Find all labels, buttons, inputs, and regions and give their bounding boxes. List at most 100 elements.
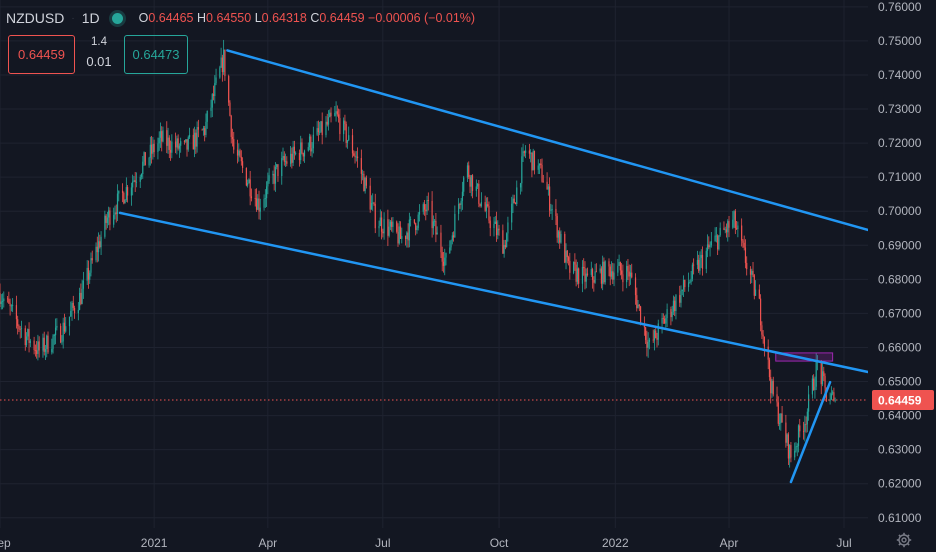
candle-body <box>767 346 769 360</box>
candle-body <box>276 164 278 167</box>
candle-body <box>389 221 392 227</box>
candle-body <box>797 425 800 447</box>
candle-body <box>410 219 412 221</box>
chart-grid <box>0 0 868 528</box>
candle-body <box>525 150 527 153</box>
sell-button[interactable]: 0.64459 <box>8 35 75 74</box>
candle-body <box>459 203 461 205</box>
candle-body <box>404 236 407 240</box>
candle-body <box>594 271 596 283</box>
candle-body <box>674 300 676 312</box>
candle-body <box>681 289 683 291</box>
candle-body <box>493 223 495 229</box>
candle-body <box>277 164 279 176</box>
price-tick-label: 0.69000 <box>878 238 922 252</box>
candle-body <box>206 110 208 122</box>
candle-body <box>627 266 629 272</box>
candle-body <box>18 325 20 329</box>
candle-body <box>700 254 702 258</box>
candle-body <box>130 187 133 196</box>
candle-body <box>679 295 681 303</box>
candle-body <box>749 269 752 275</box>
candle-body <box>201 129 203 131</box>
price-axis[interactable]: 0.61000 0.62000 0.63000 0.64000 0.65000 0.660… <box>868 0 936 552</box>
candle-body <box>460 200 462 205</box>
candle-body <box>215 77 217 84</box>
candle-body <box>714 235 716 242</box>
candle-body <box>255 198 258 210</box>
buy-button[interactable]: 0.64473 <box>124 35 188 74</box>
candle-body <box>115 212 117 215</box>
candle-body <box>470 175 472 187</box>
ohlc-values: O0.64465 H0.64550 L0.64318 C0.64459 −0.0… <box>138 11 476 25</box>
candle-body <box>575 264 577 282</box>
candle-body <box>480 202 482 206</box>
trendline[interactable] <box>118 211 870 374</box>
candle-body <box>125 187 127 200</box>
candle-body <box>569 260 571 273</box>
candle-body <box>1 301 4 302</box>
candle-body <box>691 264 693 279</box>
candle-body <box>148 157 150 166</box>
candle-body <box>762 334 764 337</box>
candle-body <box>416 227 418 231</box>
candle-body <box>786 434 788 443</box>
gear-icon[interactable] <box>896 532 912 548</box>
supply-zone[interactable] <box>775 352 834 362</box>
candle-body <box>205 121 207 135</box>
candle-body <box>346 140 349 143</box>
candle-body <box>399 226 402 239</box>
order-quantity[interactable]: 1.4 0.01 <box>82 33 116 71</box>
candle-body <box>87 267 90 280</box>
candle-body <box>96 246 98 253</box>
candle-body <box>670 309 672 318</box>
candle-body <box>574 261 576 265</box>
candle-body <box>560 233 562 243</box>
candle-body <box>161 131 163 142</box>
candle-body <box>814 386 816 391</box>
trendline[interactable] <box>789 380 832 484</box>
symbol-name[interactable]: NZDUSD <box>6 10 65 26</box>
candle-body <box>169 149 172 153</box>
candle-body <box>804 423 806 432</box>
candle-body <box>259 207 261 212</box>
candle-body <box>149 144 151 158</box>
candle-body <box>566 250 568 258</box>
candle-body <box>547 186 549 190</box>
candle-body <box>631 272 633 278</box>
candle-body <box>241 161 244 168</box>
trendlines[interactable] <box>0 49 870 484</box>
candle-body <box>662 318 664 319</box>
candle-body <box>581 266 584 284</box>
candle-body <box>247 183 249 186</box>
candle-body <box>383 219 385 234</box>
candle-body <box>89 272 91 280</box>
candle-body <box>408 219 410 241</box>
candle-body <box>25 336 28 346</box>
candle-body <box>134 180 136 183</box>
candle-body <box>590 269 592 275</box>
candle-body <box>372 202 374 204</box>
candle-body <box>485 204 488 211</box>
candle-body <box>537 165 539 170</box>
candle-body <box>549 186 551 211</box>
time-tick-label: Apr <box>259 536 278 550</box>
candle-body <box>106 217 108 223</box>
candle-body <box>379 217 381 227</box>
candle-body <box>356 156 359 159</box>
candle-body <box>272 173 274 176</box>
candle-body <box>693 264 695 266</box>
candle-body <box>143 152 145 162</box>
candle-body <box>135 181 138 183</box>
last-price-tag <box>872 389 934 410</box>
candle-body <box>159 131 162 138</box>
candle-body <box>28 329 30 343</box>
timeframe-label[interactable]: 1D <box>81 10 100 26</box>
time-axis[interactable]: Sep 2021 Apr Jul Oct 2022 Apr Jul <box>0 528 868 552</box>
time-tick-label: Jul <box>836 536 851 550</box>
candle-body <box>3 298 5 302</box>
candle-body <box>360 158 362 174</box>
candle-body <box>628 271 630 277</box>
trendline[interactable] <box>226 49 870 232</box>
